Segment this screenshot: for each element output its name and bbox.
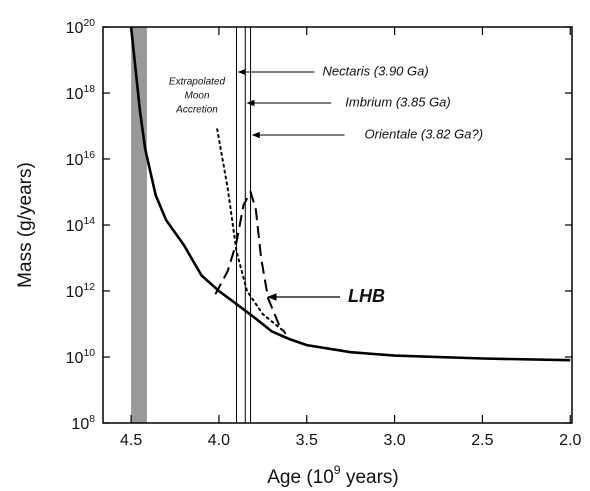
x-tick-label: 3.5 <box>296 432 318 449</box>
annotation: Accretion <box>175 105 218 116</box>
y-tick-label: 1014 <box>66 216 96 235</box>
x-tick-label: 4.0 <box>208 432 230 449</box>
y-tick-label: 1016 <box>66 150 96 169</box>
x-tick-label: 4.5 <box>120 432 142 449</box>
y-tick-label: 1018 <box>66 84 96 103</box>
annotation: Moon <box>184 91 209 102</box>
y-tick-label: 108 <box>71 414 95 433</box>
x-tick-label: 3.0 <box>383 432 405 449</box>
event-label: Nectaris (3.90 Ga) <box>322 63 428 78</box>
x-tick-label: 2.5 <box>471 432 493 449</box>
event-label: Imbrium (3.85 Ga) <box>345 94 450 109</box>
series-line <box>129 26 571 362</box>
event-label: Orientale (3.82 Ga?) <box>365 126 484 141</box>
y-tick-label: 1010 <box>66 348 96 367</box>
lhb-label: LHB <box>348 286 385 306</box>
series-line <box>214 189 287 335</box>
series-line <box>216 128 285 333</box>
y-tick-label: 1012 <box>66 282 96 301</box>
plot-frame <box>102 26 573 424</box>
x-axis-title: Age (109 years) <box>267 463 399 488</box>
x-tick-label: 2.0 <box>559 432 581 449</box>
y-axis-title: Mass (g/years) <box>15 162 36 288</box>
shaded-region <box>131 27 147 423</box>
annotation: Extrapolated <box>169 77 226 88</box>
y-tick-label: 1020 <box>66 18 96 37</box>
